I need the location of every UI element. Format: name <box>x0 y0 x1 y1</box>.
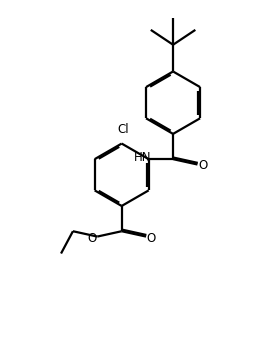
Text: O: O <box>87 232 97 245</box>
Text: O: O <box>198 159 208 172</box>
Text: Cl: Cl <box>117 123 129 136</box>
Text: O: O <box>147 232 156 245</box>
Text: HN: HN <box>133 151 151 164</box>
